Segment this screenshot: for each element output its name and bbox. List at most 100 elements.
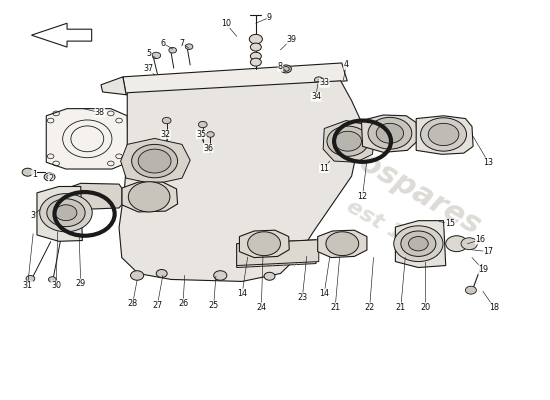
Circle shape — [326, 232, 359, 256]
Circle shape — [315, 82, 323, 88]
Text: 39: 39 — [287, 35, 296, 44]
Circle shape — [169, 48, 177, 53]
Text: 18: 18 — [489, 303, 499, 312]
Polygon shape — [101, 77, 126, 95]
Text: 21: 21 — [330, 303, 340, 312]
Text: 30: 30 — [51, 281, 61, 290]
Circle shape — [334, 131, 361, 151]
Text: 4: 4 — [344, 60, 349, 70]
Circle shape — [461, 238, 477, 250]
Text: est 1985: est 1985 — [343, 196, 448, 268]
Polygon shape — [37, 186, 82, 241]
Text: 15: 15 — [445, 219, 455, 228]
Circle shape — [131, 144, 178, 178]
Text: 34: 34 — [311, 92, 321, 101]
Circle shape — [250, 58, 261, 66]
Text: 14: 14 — [319, 289, 329, 298]
Text: 22: 22 — [365, 303, 375, 312]
Text: 21: 21 — [396, 303, 406, 312]
Circle shape — [162, 117, 171, 124]
Text: 20: 20 — [420, 303, 431, 312]
Text: 29: 29 — [75, 279, 86, 288]
Circle shape — [250, 43, 261, 51]
Circle shape — [207, 132, 215, 137]
Circle shape — [264, 272, 275, 280]
Circle shape — [22, 168, 33, 176]
Polygon shape — [122, 182, 178, 212]
Circle shape — [40, 194, 92, 232]
Text: 13: 13 — [483, 158, 493, 167]
Circle shape — [421, 118, 466, 151]
Text: 27: 27 — [152, 301, 162, 310]
Text: 33: 33 — [319, 78, 329, 87]
Text: 35: 35 — [196, 130, 206, 139]
Polygon shape — [239, 230, 289, 258]
Circle shape — [214, 271, 227, 280]
Polygon shape — [236, 240, 319, 266]
Polygon shape — [323, 120, 375, 162]
Text: 14: 14 — [237, 289, 247, 298]
Circle shape — [130, 271, 144, 280]
Text: 37: 37 — [143, 64, 153, 74]
Text: 32: 32 — [161, 130, 170, 139]
Circle shape — [26, 276, 35, 282]
Text: 19: 19 — [478, 265, 488, 274]
Text: 8: 8 — [278, 62, 283, 72]
Circle shape — [376, 123, 404, 143]
Circle shape — [128, 182, 170, 212]
Polygon shape — [119, 81, 362, 282]
Text: 6: 6 — [160, 38, 166, 48]
Text: 31: 31 — [23, 281, 32, 290]
Circle shape — [428, 123, 459, 146]
Text: 26: 26 — [178, 299, 188, 308]
Text: 25: 25 — [208, 301, 219, 310]
Text: 10: 10 — [221, 19, 231, 28]
Circle shape — [327, 126, 369, 156]
Text: 2: 2 — [48, 174, 53, 183]
Polygon shape — [416, 116, 473, 154]
Circle shape — [199, 121, 207, 128]
Polygon shape — [123, 63, 347, 95]
Text: Eurospares: Eurospares — [305, 119, 486, 241]
Text: 5: 5 — [147, 48, 152, 58]
Circle shape — [250, 52, 261, 60]
Text: 17: 17 — [483, 247, 493, 256]
Polygon shape — [120, 138, 190, 184]
Circle shape — [248, 232, 280, 256]
Text: 36: 36 — [204, 144, 213, 153]
Circle shape — [55, 205, 77, 221]
Polygon shape — [60, 183, 122, 210]
Circle shape — [280, 65, 292, 73]
Text: 3: 3 — [31, 211, 36, 220]
Circle shape — [48, 277, 56, 282]
Circle shape — [401, 231, 436, 256]
Text: 1: 1 — [32, 170, 37, 179]
Text: 24: 24 — [256, 303, 266, 312]
Text: 23: 23 — [298, 293, 307, 302]
Polygon shape — [318, 230, 367, 258]
Circle shape — [152, 52, 161, 58]
Circle shape — [368, 117, 412, 149]
Text: 28: 28 — [128, 299, 138, 308]
Circle shape — [156, 270, 167, 278]
Circle shape — [394, 226, 443, 262]
Polygon shape — [46, 109, 128, 169]
Text: 38: 38 — [95, 108, 105, 117]
Circle shape — [465, 286, 476, 294]
Circle shape — [446, 236, 468, 252]
Circle shape — [138, 149, 171, 173]
Circle shape — [185, 44, 193, 50]
Circle shape — [409, 236, 428, 251]
Polygon shape — [395, 221, 446, 268]
Circle shape — [315, 77, 323, 83]
Text: 16: 16 — [475, 235, 485, 244]
Text: 12: 12 — [358, 192, 367, 200]
Text: 11: 11 — [319, 164, 329, 173]
Polygon shape — [361, 115, 417, 152]
Circle shape — [44, 173, 55, 181]
Circle shape — [249, 34, 262, 44]
Polygon shape — [236, 240, 316, 268]
Circle shape — [47, 199, 85, 227]
Text: 7: 7 — [179, 38, 185, 48]
Text: 9: 9 — [267, 13, 272, 22]
